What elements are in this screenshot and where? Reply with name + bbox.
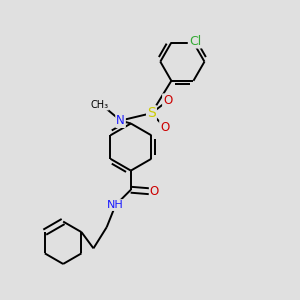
Text: N: N — [116, 114, 125, 127]
Text: O: O — [163, 94, 172, 107]
Text: S: S — [147, 106, 156, 120]
Text: NH: NH — [107, 200, 124, 210]
Text: O: O — [150, 185, 159, 198]
Text: CH₃: CH₃ — [90, 100, 108, 110]
Text: Cl: Cl — [189, 34, 201, 48]
Text: O: O — [160, 121, 169, 134]
